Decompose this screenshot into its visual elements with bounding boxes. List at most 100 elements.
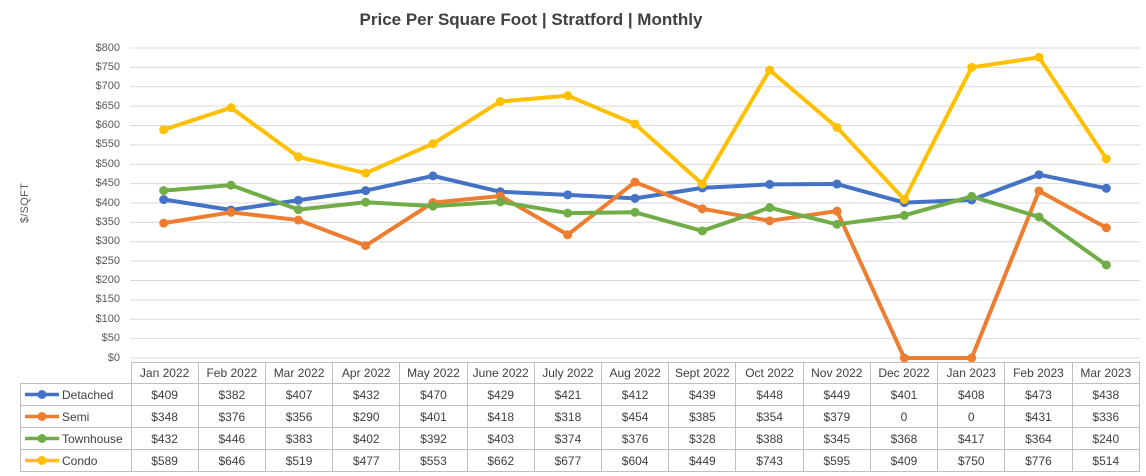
value-cell: $553 — [399, 449, 468, 472]
value-cell: $385 — [668, 405, 737, 428]
data-point-detached — [293, 195, 303, 205]
month-header: Jan 2022 — [130, 362, 199, 384]
data-point-detached — [697, 183, 707, 193]
value-cell: $449 — [802, 383, 871, 406]
value-cell: $345 — [802, 427, 871, 450]
series-label-semi: Semi — [20, 405, 132, 428]
month-header: Feb 2023 — [1004, 362, 1073, 384]
chart-title: Price Per Square Foot | Stratford | Mont… — [359, 10, 703, 29]
value-cell: $382 — [197, 383, 266, 406]
y-tick-label: $50 — [101, 332, 120, 345]
value-cell: $364 — [1004, 427, 1073, 450]
value-cell: $354 — [735, 405, 804, 428]
data-point-semi — [765, 216, 775, 226]
value-cell: $604 — [601, 449, 670, 472]
data-point-condo — [630, 119, 640, 129]
value-cell: $240 — [1071, 427, 1141, 450]
month-header: Apr 2022 — [332, 362, 401, 384]
value-cell: $409 — [130, 383, 199, 406]
data-point-condo — [226, 103, 236, 113]
month-header: Jan 2023 — [937, 362, 1006, 384]
value-cell: $449 — [668, 449, 737, 472]
y-tick-label: $450 — [95, 177, 120, 190]
y-tick-label: $250 — [95, 254, 120, 267]
value-cell: $348 — [130, 405, 199, 428]
data-point-condo — [765, 65, 775, 75]
value-cell: $328 — [668, 427, 737, 450]
legend-key-icon — [25, 412, 59, 421]
value-cell: $439 — [668, 383, 737, 406]
month-header: Dec 2022 — [869, 362, 939, 384]
data-table: Jan 2022 Feb 2022 Mar 2022 Apr 2022 May 2022… — [20, 362, 1141, 472]
data-point-condo — [832, 122, 842, 132]
y-tick-label: $150 — [95, 293, 120, 306]
month-header: July 2022 — [533, 362, 603, 384]
value-cell: $383 — [264, 427, 334, 450]
value-cell: $662 — [466, 449, 535, 472]
month-header: Mar 2022 — [264, 362, 334, 384]
data-point-detached — [428, 171, 438, 181]
value-cell: $677 — [533, 449, 603, 472]
data-point-detached — [226, 205, 236, 215]
value-cell: $514 — [1071, 449, 1141, 472]
y-tick-label: $500 — [95, 157, 120, 170]
table-corner-cell — [21, 363, 132, 384]
value-cell: $589 — [130, 449, 199, 472]
series-line-detached — [161, 172, 1109, 212]
value-cell: $407 — [264, 383, 334, 406]
month-header: Mar 2023 — [1071, 362, 1141, 384]
data-point-townhouse — [697, 226, 707, 236]
value-cell: $429 — [466, 383, 535, 406]
data-point-condo — [495, 96, 505, 106]
data-point-condo — [1101, 154, 1111, 164]
data-point-townhouse — [1034, 212, 1044, 222]
value-cell: 0 — [869, 405, 939, 428]
data-point-detached — [361, 186, 371, 196]
data-point-semi — [630, 177, 640, 187]
y-tick-label: $550 — [95, 138, 120, 151]
value-cell: $417 — [937, 427, 1006, 450]
data-point-semi — [1034, 186, 1044, 196]
value-cell: $374 — [533, 427, 603, 450]
data-point-townhouse — [563, 208, 573, 218]
data-point-semi — [697, 204, 707, 214]
month-header: May 2022 — [399, 362, 468, 384]
month-header: June 2022 — [466, 362, 535, 384]
value-cell: $412 — [601, 383, 670, 406]
data-point-detached — [899, 198, 909, 208]
data-point-detached — [765, 179, 775, 189]
series-name: Detached — [62, 387, 114, 402]
month-header-row: Jan 2022 Feb 2022 Mar 2022 Apr 2022 May 2022… — [21, 362, 1141, 384]
y-tick-label: $650 — [95, 99, 120, 112]
value-cell: $519 — [264, 449, 334, 472]
data-point-semi — [428, 198, 438, 208]
y-tick-label: $0 — [107, 351, 120, 364]
value-cell: $318 — [533, 405, 603, 428]
value-cell: $776 — [1004, 449, 1073, 472]
y-tick-label: $700 — [95, 80, 120, 93]
data-point-townhouse — [832, 219, 842, 229]
data-point-detached — [832, 179, 842, 189]
data-point-townhouse — [765, 203, 775, 213]
value-cell: $336 — [1071, 405, 1141, 428]
value-cell: $402 — [332, 427, 401, 450]
value-cell: $470 — [399, 383, 468, 406]
y-tick-label: $400 — [95, 196, 120, 209]
data-table-body: Detached $409 $382 $407 $432 $470 $429 $421 $412… — [20, 383, 1141, 472]
legend-key-icon — [25, 456, 59, 465]
series-line-townhouse — [161, 183, 1109, 267]
value-cell: $376 — [601, 427, 670, 450]
data-point-condo — [1034, 52, 1044, 62]
data-point-townhouse — [428, 201, 438, 211]
data-point-townhouse — [159, 186, 169, 196]
data-point-condo — [428, 139, 438, 149]
value-cell: $477 — [332, 449, 401, 472]
value-cell: $595 — [802, 449, 871, 472]
y-tick-label: $750 — [95, 60, 120, 73]
value-cell: $392 — [399, 427, 468, 450]
data-point-townhouse — [495, 197, 505, 207]
series-name: Condo — [62, 453, 98, 468]
y-tick-label: $200 — [95, 274, 120, 286]
data-point-semi — [832, 206, 842, 216]
